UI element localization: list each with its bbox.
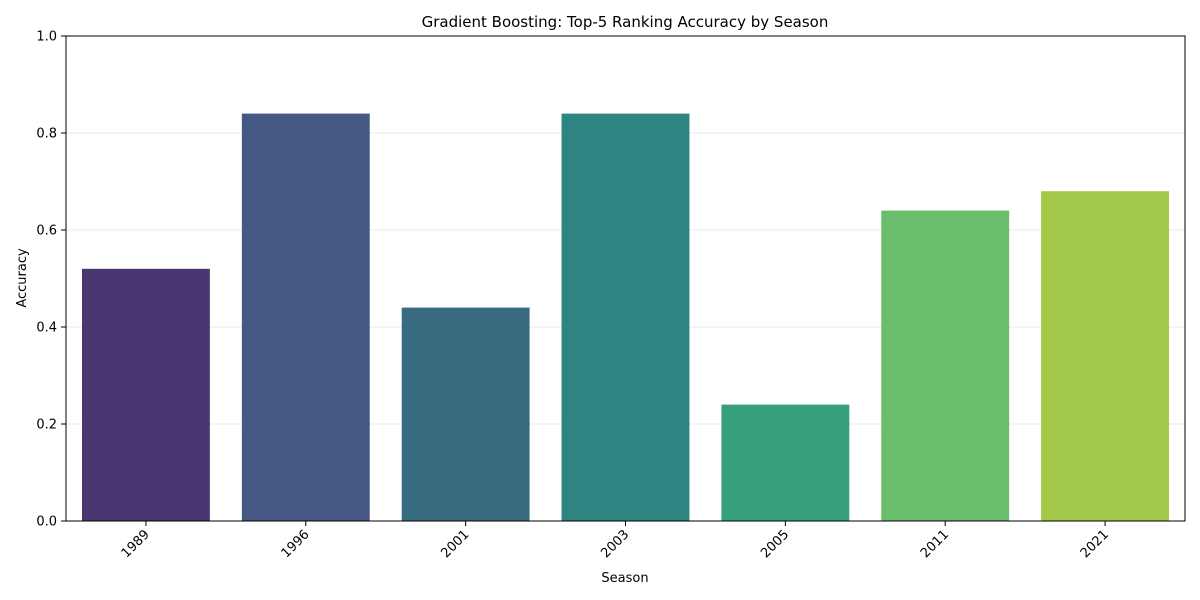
bar-2021 [1041,191,1170,521]
bars [81,113,1170,521]
x-axis-label: Season [601,571,648,586]
y-axis-label: Accuracy [15,248,30,308]
bar-2003 [561,113,690,521]
bar-2011 [881,210,1010,521]
plot-frame [65,35,1186,522]
y-tick-label: 0.4 [36,321,57,336]
bar-2001 [401,307,530,521]
chart-title: Gradient Boosting: Top-5 Ranking Accurac… [422,13,829,31]
y-axis-ticks: 0.0 0.2 0.4 0.6 0.8 1.0 [36,30,66,530]
y-tick-label: 0.8 [36,127,57,142]
y-tick-label: 0.2 [36,418,57,433]
y-tick-label: 0.6 [36,224,57,239]
bar-1989 [81,268,210,521]
bar-2005 [721,404,850,521]
y-tick-label: 1.0 [36,30,57,45]
bar-1996 [241,113,370,521]
y-tick-label: 0.0 [36,515,57,530]
